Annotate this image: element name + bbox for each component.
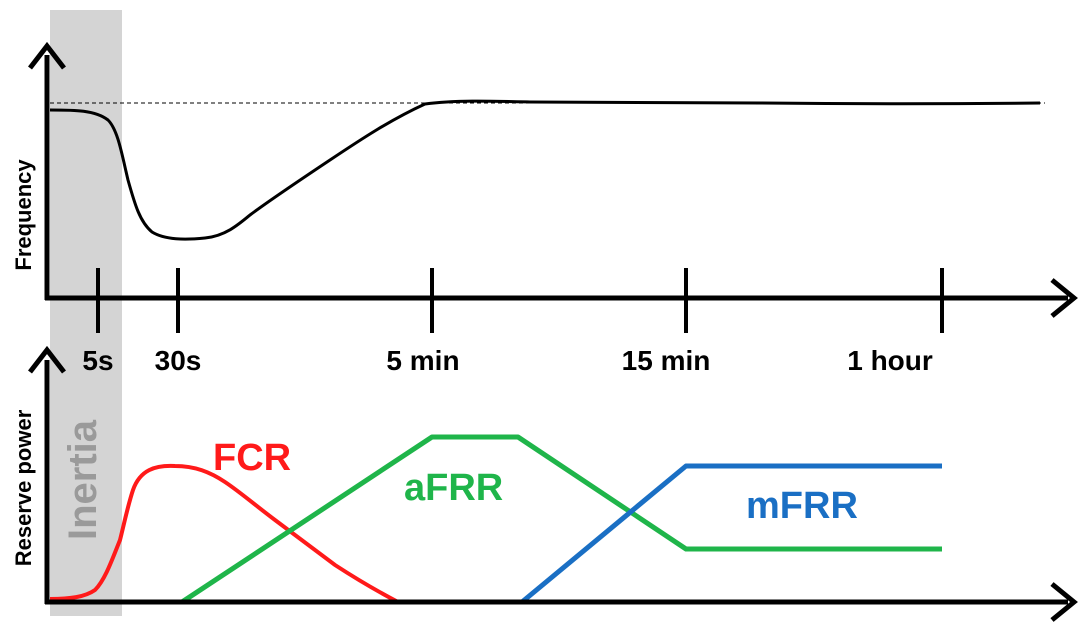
tick-label-30s: 30s (155, 345, 202, 376)
frequency-curve (49, 99, 1041, 241)
reserve-x-arrowhead (1050, 582, 1078, 622)
fcr-label: FCR (213, 437, 291, 479)
afrr-label: aFRR (404, 467, 503, 509)
mfrr-curve (520, 463, 942, 604)
frequency-axis-label: Frequency (11, 159, 36, 271)
tick-label-5s: 5s (82, 345, 113, 376)
reserve-y-arrowhead (28, 345, 66, 374)
tick-label-1hour: 1 hour (847, 345, 933, 376)
tick-label-15min: 15 min (622, 345, 711, 376)
afrr-curve (180, 434, 942, 605)
frequency-x-arrowhead (1050, 278, 1078, 318)
frequency-y-arrowhead (28, 41, 66, 70)
inertia-label: Inertia (61, 419, 105, 540)
fcr-curve (49, 463, 399, 604)
reserve-axis-label: Reserve power (11, 409, 36, 566)
mfrr-label: mFRR (746, 485, 858, 527)
tick-label-5min: 5 min (386, 345, 459, 376)
